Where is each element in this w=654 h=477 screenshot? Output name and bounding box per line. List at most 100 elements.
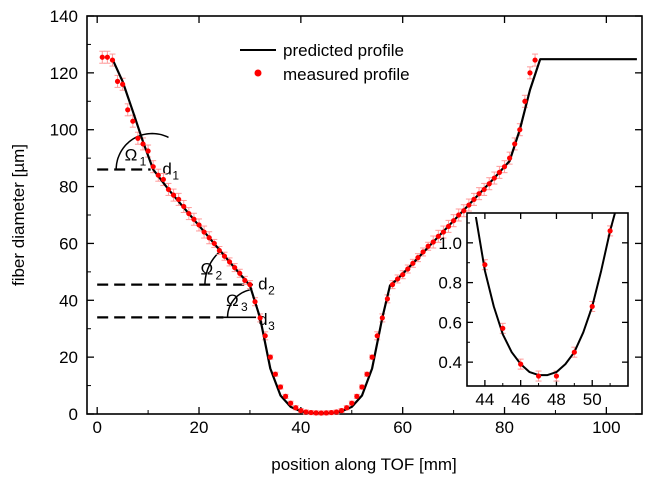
measured-point [333,409,340,415]
measured-point [445,223,452,229]
y-tick-label: 0 [69,405,78,424]
inset-x-tick-label: 44 [475,390,494,409]
y-tick-label: 120 [50,64,78,83]
omega-label: Ω [125,145,138,164]
omega-label: Ω [201,260,214,279]
legend-label-predicted: predicted profile [283,41,404,60]
d-label: d [162,160,171,179]
measured-point [410,260,416,266]
main-ticks [87,15,642,415]
omega-subscript: 1 [140,154,147,168]
omega-subscript: 3 [241,300,248,314]
angle-arc-omega3 [226,289,250,318]
measured-point [242,277,248,283]
inset-x-tick-label: 48 [547,390,566,409]
inset-predicted-line [474,213,616,377]
inset-x-tick-label: 46 [511,390,530,409]
main-tick-labels: 0 20 40 60 80 100 0 20 40 60 80 100 120 140 [50,7,621,437]
measured-point [318,410,324,416]
d-subscript: 3 [268,319,275,333]
measured-point [155,172,161,178]
omega-subscript: 2 [216,269,223,283]
legend: predicted profile measured profile [240,41,410,84]
measured-point [349,400,355,406]
d-subscript: 1 [172,169,179,183]
measured-point [466,202,472,208]
measured-point [211,240,217,247]
measured-point [430,239,436,245]
measured-point [532,57,538,63]
measured-point [359,384,365,390]
measured-point [512,141,518,147]
measured-point [374,333,380,339]
measured-point [186,210,192,217]
measured-point [125,107,131,113]
measured-point [150,164,156,170]
inset-plot: 44 46 48 50 0.4 0.6 0.8 1.0 [438,212,629,409]
measured-point [140,141,146,147]
measured-point [114,78,121,84]
measured-point [389,282,396,288]
inset-y-tick-label: 0.4 [438,353,462,372]
y-tick-label: 40 [59,291,78,310]
measured-point [181,203,187,210]
measured-point [99,54,105,60]
inset-measured-point [518,361,524,367]
measured-point [384,296,391,302]
inset-ticks [467,213,628,386]
x-tick-label: 60 [393,418,412,437]
inset-tick-labels: 44 46 48 50 0.4 0.6 0.8 1.0 [438,234,601,409]
measured-point [501,164,508,170]
measured-point [456,212,462,218]
measured-point [288,400,294,406]
measured-point [517,127,523,133]
x-tick-label: 100 [592,418,620,437]
inset-measured-point [500,325,506,331]
y-tick-label: 60 [59,234,78,253]
inset-y-tick-label: 0.6 [438,313,462,332]
x-tick-label: 80 [495,418,514,437]
measured-point [405,266,411,272]
measured-point [201,229,207,235]
measured-point [379,315,385,321]
measured-point [130,118,136,124]
measured-point [120,81,126,87]
measured-point [338,407,345,414]
measured-point [216,247,222,254]
x-tick-label: 0 [92,418,101,437]
measured-point [451,218,457,224]
inset-frame [466,212,629,387]
legend-marker-measured [254,69,262,77]
inset-measured-point [482,262,488,268]
measured-point [206,235,212,241]
measured-point [262,333,268,339]
inset-y-tick-label: 1.0 [438,234,462,253]
measured-point [486,181,492,187]
measured-point [527,70,533,76]
measured-point [522,98,528,104]
measured-point [323,410,329,416]
measured-point [272,371,278,377]
measured-point [303,409,309,415]
measured-point [507,155,513,161]
inset-measured-point [553,373,560,379]
inset-measured-point [589,303,595,310]
measured-point [277,384,284,390]
measured-point [425,243,431,249]
measured-point [196,222,202,228]
measured-point [354,393,360,399]
measured-point [232,264,238,271]
measured-point [369,354,375,360]
inset-measured-point [607,228,613,234]
inset-y-tick-label: 0.8 [438,274,462,293]
y-tick-label: 140 [50,7,78,26]
x-tick-label: 40 [291,418,310,437]
measured-point [364,371,370,377]
measured-point [344,405,350,411]
measured-point [267,354,273,360]
measured-point [109,57,116,63]
measured-point [104,54,110,60]
legend-label-measured: measured profile [283,65,410,84]
measured-point [221,253,228,259]
